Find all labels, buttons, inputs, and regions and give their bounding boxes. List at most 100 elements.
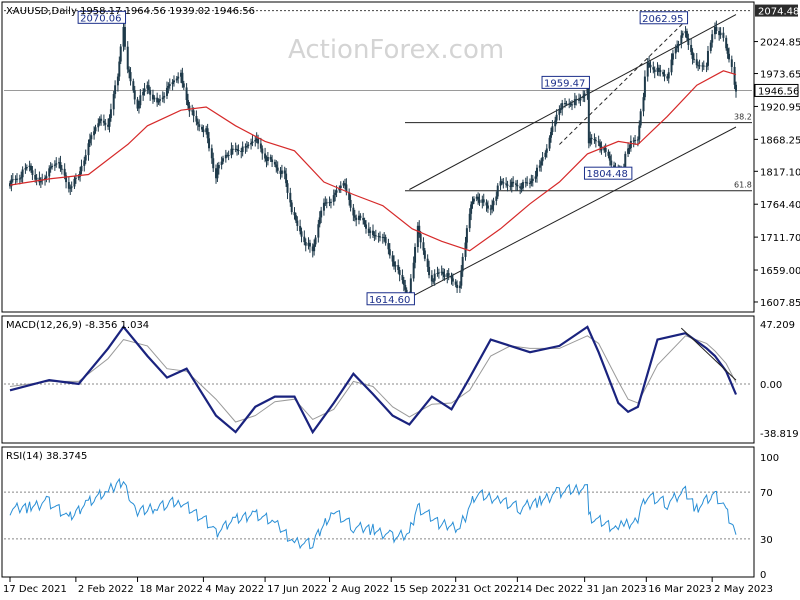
price-candle-body	[727, 53, 730, 60]
price-candle-body	[324, 202, 327, 204]
price-candle-body	[112, 94, 115, 110]
price-candle-body	[355, 217, 358, 220]
price-candle-body	[554, 120, 557, 127]
price-candle-body	[524, 182, 527, 184]
price-candle-body	[157, 100, 160, 103]
price-candle-body	[369, 230, 372, 233]
price-candle-body	[264, 153, 267, 159]
price-candle-body	[14, 178, 17, 180]
price-candle-body	[139, 95, 142, 106]
price-candle-body	[84, 155, 87, 161]
price-candle-body	[70, 186, 73, 188]
price-candle-body	[122, 26, 125, 47]
price-candle-body	[677, 43, 680, 47]
price-candle-body	[363, 220, 366, 225]
macd-panel-frame	[1, 315, 755, 444]
price-candle-body	[259, 143, 262, 149]
price-candle-body	[461, 256, 464, 272]
macd-header: MACD(12,26,9) -8.356 1.034	[6, 320, 149, 331]
price-candle-body	[422, 242, 425, 251]
price-ytick-label: 1607.85	[760, 298, 800, 309]
price-candle-body	[118, 61, 121, 77]
price-candle-body	[499, 181, 502, 186]
price-candle-body	[67, 182, 70, 189]
price-candle-body	[168, 84, 171, 86]
price-candle-body	[247, 144, 250, 147]
xtick-label: 2 Aug 2022	[332, 584, 390, 595]
price-candle-body	[201, 126, 204, 130]
price-candle-body	[491, 205, 494, 210]
price-candle-body	[230, 148, 233, 156]
price-candle-body	[628, 148, 631, 150]
price-candle-body	[676, 46, 679, 49]
channel-lower-line	[409, 126, 737, 299]
price-candle-body	[279, 170, 282, 174]
price-candle-body	[244, 146, 247, 148]
price-candle-body	[188, 105, 191, 112]
price-candle-body	[571, 104, 574, 106]
price-candle-body	[603, 147, 606, 151]
price-annotation-box	[366, 292, 415, 306]
price-candle-body	[90, 135, 93, 140]
rsi-ytick-label: 30	[760, 535, 773, 546]
price-candle-body	[607, 151, 610, 156]
price-candle-body	[100, 118, 103, 121]
price-candle-body	[719, 32, 722, 36]
price-candle-body	[555, 114, 558, 121]
price-candle-body	[520, 187, 523, 189]
price-candle-body	[30, 165, 33, 171]
price-candle-body	[418, 225, 421, 235]
price-candle-body	[735, 84, 737, 92]
price-candle-body	[290, 202, 293, 213]
price-candle-body	[697, 65, 700, 67]
price-candle-body	[49, 167, 52, 169]
price-candle-body	[718, 30, 721, 36]
xtick-label: 2 Feb 2022	[78, 584, 134, 595]
price-candle-body	[241, 146, 244, 153]
price-candle-body	[495, 196, 498, 201]
price-candle-body	[255, 138, 258, 141]
price-candle-body	[691, 51, 694, 59]
price-candle-body	[404, 284, 407, 290]
price-candle-body	[234, 148, 237, 150]
price-candle-body	[108, 118, 111, 127]
price-candle-body	[733, 66, 736, 85]
price-candle-body	[128, 69, 131, 73]
price-candle-body	[88, 139, 91, 144]
price-candle-body	[265, 158, 268, 161]
price-candle-body	[163, 95, 166, 98]
price-candle-body	[634, 140, 637, 142]
price-candle-body	[551, 126, 554, 133]
price-candle-body	[583, 93, 586, 96]
price-candle-body	[79, 171, 82, 177]
price-candle-body	[236, 149, 239, 151]
price-candle-body	[653, 69, 656, 72]
price-candle-body	[414, 247, 417, 263]
price-candle-body	[51, 165, 54, 168]
price-candle-body	[575, 99, 578, 101]
price-candle-body	[604, 147, 607, 152]
price-candle-body	[348, 192, 351, 200]
macd-ytick-label: 0.00	[760, 380, 782, 391]
price-candle-body	[442, 271, 445, 275]
price-candle-body	[339, 185, 342, 188]
price-candle-body	[636, 139, 639, 141]
price-candle-body	[359, 215, 362, 218]
price-candle-body	[224, 154, 227, 159]
price-candle-body	[73, 178, 76, 187]
price-candle-body	[185, 87, 188, 101]
price-candle-body	[687, 38, 690, 45]
price-candle-body	[313, 244, 316, 252]
price-top-tag	[755, 4, 798, 17]
price-candle-body	[502, 182, 505, 184]
price-candle-body	[21, 169, 24, 178]
price-candle-body	[638, 125, 641, 140]
price-candle-body	[443, 274, 446, 278]
price-candle-body	[273, 161, 276, 165]
price-candle-body	[102, 120, 105, 123]
price-candle-body	[662, 72, 665, 75]
price-candle-body	[549, 132, 552, 138]
price-candle-body	[377, 235, 380, 237]
price-candle-body	[579, 98, 582, 101]
price-annotation-label: 1804.48	[586, 169, 627, 180]
